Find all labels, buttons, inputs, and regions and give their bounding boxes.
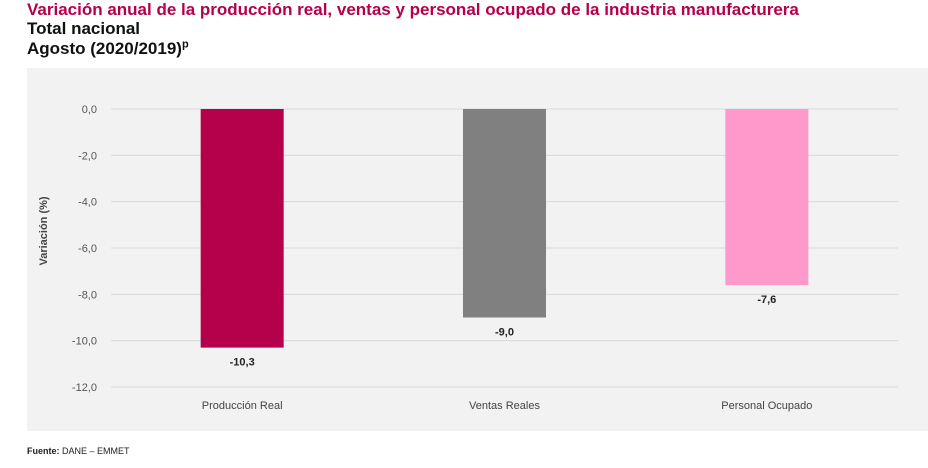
- x-axis-ticks: Producción Real Ventas Reales Personal Ocu…: [202, 400, 813, 412]
- bars: [200, 109, 809, 348]
- bar: [463, 109, 546, 318]
- x-tick-label: Ventas Reales: [469, 400, 540, 412]
- y-tick-label: -12,0: [72, 382, 97, 394]
- data-label: -7,6: [757, 294, 776, 306]
- data-label: -10,3: [230, 357, 255, 369]
- source-label: Fuente:: [27, 446, 60, 456]
- y-axis-ticks: 0,0 -2,0 -4,0 -6,0 -8,0 -10,0 -12,0: [72, 104, 97, 394]
- chart-subtitle: Total nacional: [27, 19, 141, 38]
- y-axis-label: Variación (%): [38, 196, 50, 265]
- data-label: -9,0: [495, 327, 514, 339]
- chart-period: Agosto (2020/2019)p: [27, 39, 927, 59]
- y-tick-label: 0,0: [82, 104, 97, 116]
- y-tick-label: -2,0: [78, 150, 97, 162]
- chart-panel: 0,0 -2,0 -4,0 -6,0 -8,0 -10,0 -12,0 -10,3 -9,0-…: [27, 68, 928, 431]
- data-labels: -10,3 -9,0 -7,6: [230, 294, 777, 369]
- bar: [200, 109, 284, 348]
- chart-title: Variación anual de la producción real, v…: [27, 0, 799, 19]
- x-tick-label: Producción Real: [202, 400, 283, 412]
- y-tick-label: -4,0: [78, 197, 97, 209]
- bar-chart: 0,0-2,0-4,0-6,0-8,0-10,0-12,0 -10,3-9,0-…: [38, 104, 898, 412]
- period-text: Agosto (2020/2019): [27, 39, 182, 58]
- source-text: DANE – EMMET: [62, 446, 130, 456]
- y-tick-label: -6,0: [78, 243, 97, 255]
- period-note: p: [181, 38, 189, 51]
- bar: [725, 109, 809, 286]
- x-tick-label: Personal Ocupado: [721, 400, 812, 412]
- chart-header: Variación anual de la producción real, v…: [27, 0, 927, 59]
- y-tick-label: -8,0: [78, 289, 97, 301]
- y-tick-label: -10,0: [72, 336, 97, 348]
- source-note: Fuente: DANE – EMMET: [27, 446, 130, 456]
